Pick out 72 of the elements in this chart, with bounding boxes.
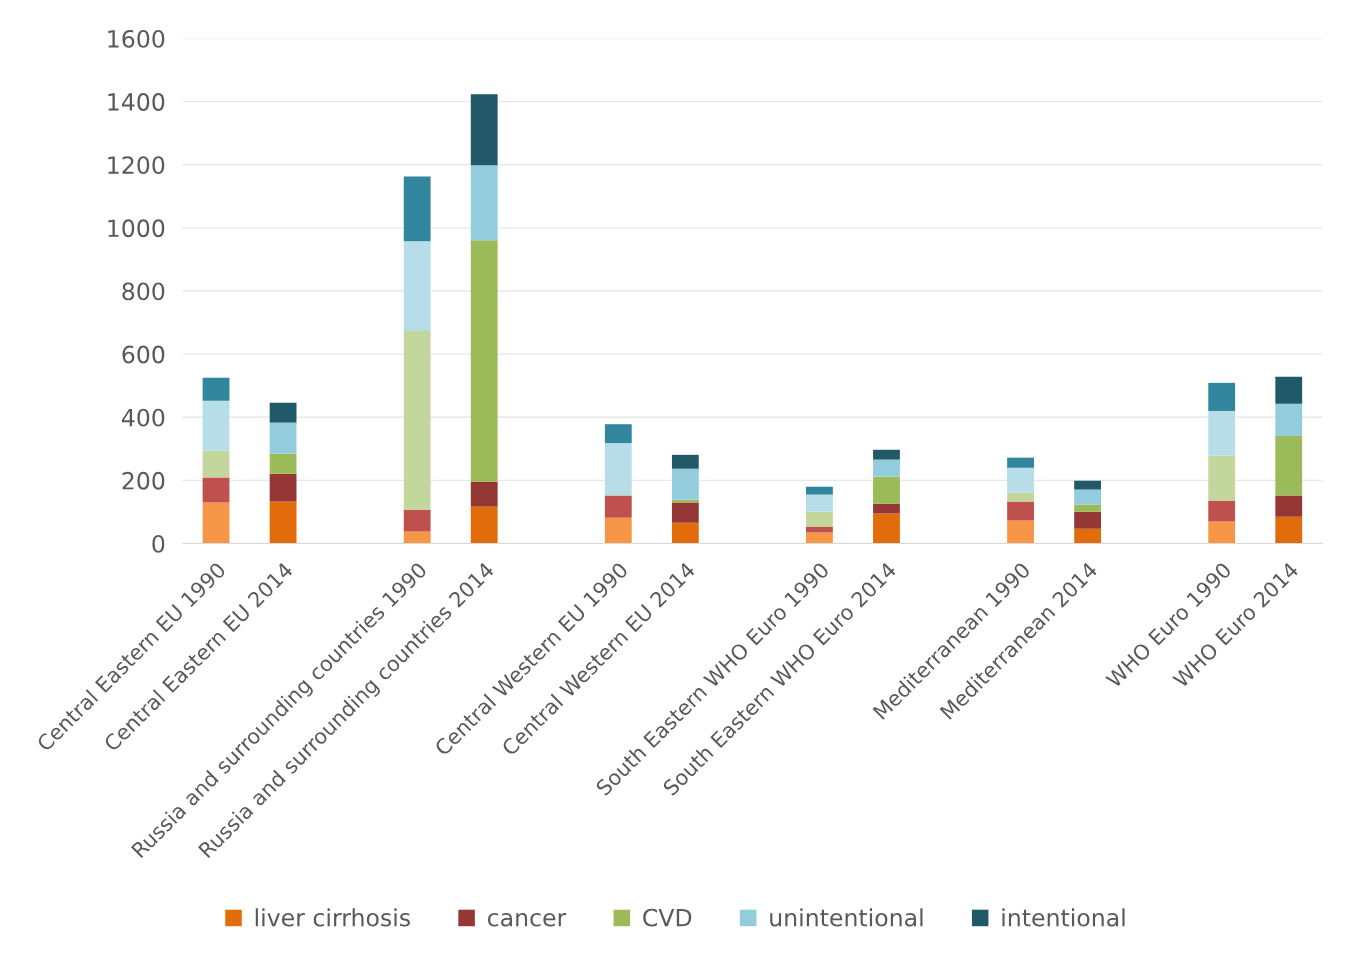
bar	[806, 511, 833, 527]
bar	[470, 165, 498, 241]
y-tick-label: 600	[122, 345, 165, 364]
bar	[1275, 376, 1303, 404]
bar	[470, 506, 498, 544]
y-tick-label: 1200	[108, 156, 165, 175]
bar	[806, 532, 833, 544]
bar	[403, 531, 431, 544]
bar	[873, 476, 900, 504]
bar	[269, 453, 297, 474]
bar	[1275, 495, 1303, 517]
bar	[470, 240, 498, 482]
legend-label: liver cirrhosis	[255, 908, 410, 927]
bar	[1007, 467, 1034, 493]
bar	[202, 400, 230, 451]
bar	[1074, 504, 1102, 512]
bar	[1208, 500, 1236, 522]
bar	[1007, 501, 1034, 521]
y-tick-label: 1000	[108, 219, 165, 238]
bar	[1074, 528, 1102, 544]
bar	[1074, 489, 1102, 505]
bar	[873, 449, 900, 460]
bar	[671, 468, 699, 500]
bar	[470, 94, 498, 166]
bar	[1208, 410, 1236, 456]
bar	[202, 502, 230, 544]
bar	[671, 502, 699, 523]
bar	[1208, 455, 1236, 501]
y-tick-label: 1400	[108, 93, 165, 111]
y-tick-label: 400	[121, 408, 165, 427]
legend-label: unintentional	[770, 908, 923, 927]
bar	[202, 477, 230, 503]
bar	[1007, 492, 1034, 502]
bar	[1007, 520, 1034, 544]
bar	[604, 517, 632, 544]
bar	[403, 509, 431, 532]
y-tick-label: 1600	[108, 29, 165, 48]
bar	[403, 331, 431, 510]
bar	[1007, 457, 1034, 468]
bar	[202, 377, 230, 401]
bar	[1275, 403, 1303, 436]
bar	[806, 494, 833, 512]
bar	[269, 501, 297, 544]
bar	[269, 473, 297, 502]
bar	[604, 495, 632, 518]
bar	[269, 422, 297, 454]
bar	[1275, 516, 1303, 544]
legend-label: CVD	[643, 908, 692, 927]
bar	[403, 241, 431, 332]
y-tick-label: 200	[122, 471, 165, 490]
bar	[470, 481, 498, 507]
bar	[671, 522, 699, 544]
bar	[1074, 480, 1102, 490]
bar	[1275, 435, 1303, 496]
bar	[202, 450, 230, 478]
bar	[604, 424, 632, 444]
y-tick-label: 800	[122, 282, 165, 301]
legend-label: intentional	[1002, 908, 1125, 927]
bar	[873, 503, 900, 514]
bar	[806, 526, 833, 533]
bar	[269, 402, 297, 423]
legend-label: cancer	[487, 913, 567, 927]
y-tick-label: 0	[152, 534, 165, 553]
bar	[1074, 511, 1102, 529]
bar	[671, 454, 699, 469]
bar	[873, 459, 900, 477]
bar	[873, 513, 900, 544]
bar	[403, 176, 431, 242]
bar	[604, 443, 632, 495]
bar	[806, 486, 833, 495]
bar	[1208, 382, 1236, 411]
bar	[1208, 521, 1236, 544]
